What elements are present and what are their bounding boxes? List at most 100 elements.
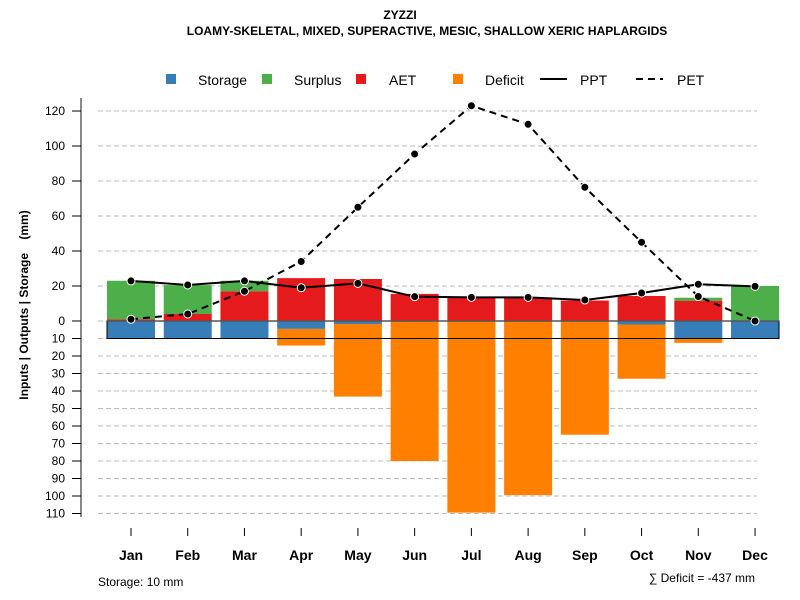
storage-bar: [220, 321, 269, 339]
x-tick-label-apr: Apr: [289, 547, 314, 563]
surplus-bar: [220, 280, 269, 292]
pet-point: [693, 292, 703, 301]
y-tick-label: 70: [52, 437, 66, 451]
legend-label: Deficit: [485, 72, 524, 88]
legend-label: PPT: [580, 72, 608, 88]
y-tick-label: 40: [52, 384, 66, 398]
lines: [126, 101, 760, 326]
aet-swatch: [356, 74, 366, 84]
x-tick-label-feb: Feb: [175, 547, 200, 563]
y-tick-label: 120: [45, 104, 65, 118]
y-tick-label: 40: [52, 244, 66, 258]
legend: Storage Surplus AET Deficit PPT PET: [166, 72, 705, 88]
y-tick-label: 90: [52, 472, 66, 486]
pet-point: [353, 202, 363, 212]
ppt-point: [637, 288, 647, 298]
x-tick-label-jun: Jun: [402, 547, 427, 563]
y-tick-label: 60: [52, 209, 66, 223]
ppt-point: [239, 276, 249, 286]
storage-swatch: [166, 74, 176, 84]
storage-bar: [674, 321, 723, 339]
legend-item-aet: AET: [356, 72, 417, 88]
deficit-bar: [504, 321, 553, 496]
storage-bar: [277, 321, 326, 329]
legend-item-surplus: Surplus: [262, 72, 341, 88]
ppt-point: [183, 280, 193, 290]
legend-item-deficit: Deficit: [453, 72, 524, 88]
aet-bar: [674, 300, 723, 321]
deficit-bar: [390, 321, 439, 461]
legend-item-ppt: PPT: [540, 72, 608, 88]
legend-label: PET: [677, 72, 705, 88]
storage-bar: [107, 321, 155, 339]
ppt-point: [296, 283, 306, 293]
x-tick-label-dec: Dec: [742, 547, 768, 563]
surplus-bar: [731, 286, 780, 321]
legend-item-storage: Storage: [166, 72, 247, 88]
y-tick-label: 50: [52, 402, 66, 416]
surplus-bar: [107, 280, 155, 320]
ppt-point: [353, 278, 363, 288]
deficit-bar: [277, 328, 326, 346]
ppt-point: [580, 295, 590, 305]
x-tick-label-aug: Aug: [515, 547, 542, 563]
x-tick-label-jan: Jan: [119, 547, 143, 563]
y-axis-label: Inputs | Outputs | Storage (mm): [17, 210, 31, 399]
pet-point: [126, 314, 136, 324]
y-tick-label: 20: [52, 279, 66, 293]
ppt-line: [130, 279, 756, 302]
x-tick-label-may: May: [344, 547, 371, 563]
deficit-swatch: [453, 74, 463, 84]
deficit-bar: [333, 323, 382, 397]
y-tick-label: 20: [52, 349, 66, 363]
storage-bar: [333, 321, 382, 324]
axes: 0 20 40 60 80 100 120 10 20 30 40 50 60 70 80 90 100 110 J…: [45, 98, 768, 563]
x-tick-label-nov: Nov: [685, 547, 712, 563]
storage-note: Storage: 10 mm: [98, 575, 183, 589]
ppt-point: [126, 276, 136, 286]
aet-bar: [504, 297, 553, 321]
deficit-bar: [560, 321, 609, 435]
bars: [106, 278, 780, 513]
y-tick-label: 30: [52, 367, 66, 381]
chart-subtitle: LOAMY-SKELETAL, MIXED, SUPERACTIVE, MESI…: [187, 24, 667, 38]
aet-bar: [220, 291, 269, 321]
legend-label: AET: [389, 72, 417, 88]
y-tick-label: 60: [52, 419, 66, 433]
ppt-point: [693, 279, 703, 289]
x-tick-label-jul: Jul: [461, 547, 481, 563]
chart-title: ZYZZI: [383, 8, 416, 22]
y-tick-label: 100: [45, 489, 65, 503]
ppt-point: [466, 292, 476, 302]
pet-point: [523, 119, 533, 129]
y-tick-label: 0: [58, 314, 65, 328]
legend-label: Surplus: [294, 72, 341, 88]
y-tick-label: 10: [52, 332, 66, 346]
pet-line: [130, 104, 756, 322]
pet-point: [410, 149, 420, 159]
y-tick-label: 110: [46, 507, 65, 521]
legend-item-pet: PET: [636, 72, 705, 88]
ppt-point: [750, 281, 760, 291]
pet-point: [296, 257, 306, 266]
x-tick-label-sep: Sep: [572, 547, 598, 563]
pet-point: [239, 286, 249, 296]
titles: ZYZZI LOAMY-SKELETAL, MIXED, SUPERACTIVE…: [187, 8, 667, 38]
deficit-bar: [617, 324, 666, 379]
pet-point: [466, 101, 476, 111]
ppt-point: [523, 292, 533, 302]
storage-bar: [617, 321, 666, 325]
ppt-point: [410, 292, 420, 302]
pet-point: [580, 182, 590, 192]
x-tick-label-oct: Oct: [630, 547, 654, 563]
deficit-bar: [674, 338, 723, 343]
deficit-bar: [447, 321, 496, 513]
pet-point: [637, 237, 647, 247]
storage-bar: [163, 321, 212, 339]
aet-bar: [560, 300, 609, 321]
aet-bar: [617, 295, 666, 321]
y-tick-label: 100: [45, 139, 65, 153]
y-tick-label: 80: [52, 454, 66, 468]
legend-label: Storage: [198, 72, 247, 88]
